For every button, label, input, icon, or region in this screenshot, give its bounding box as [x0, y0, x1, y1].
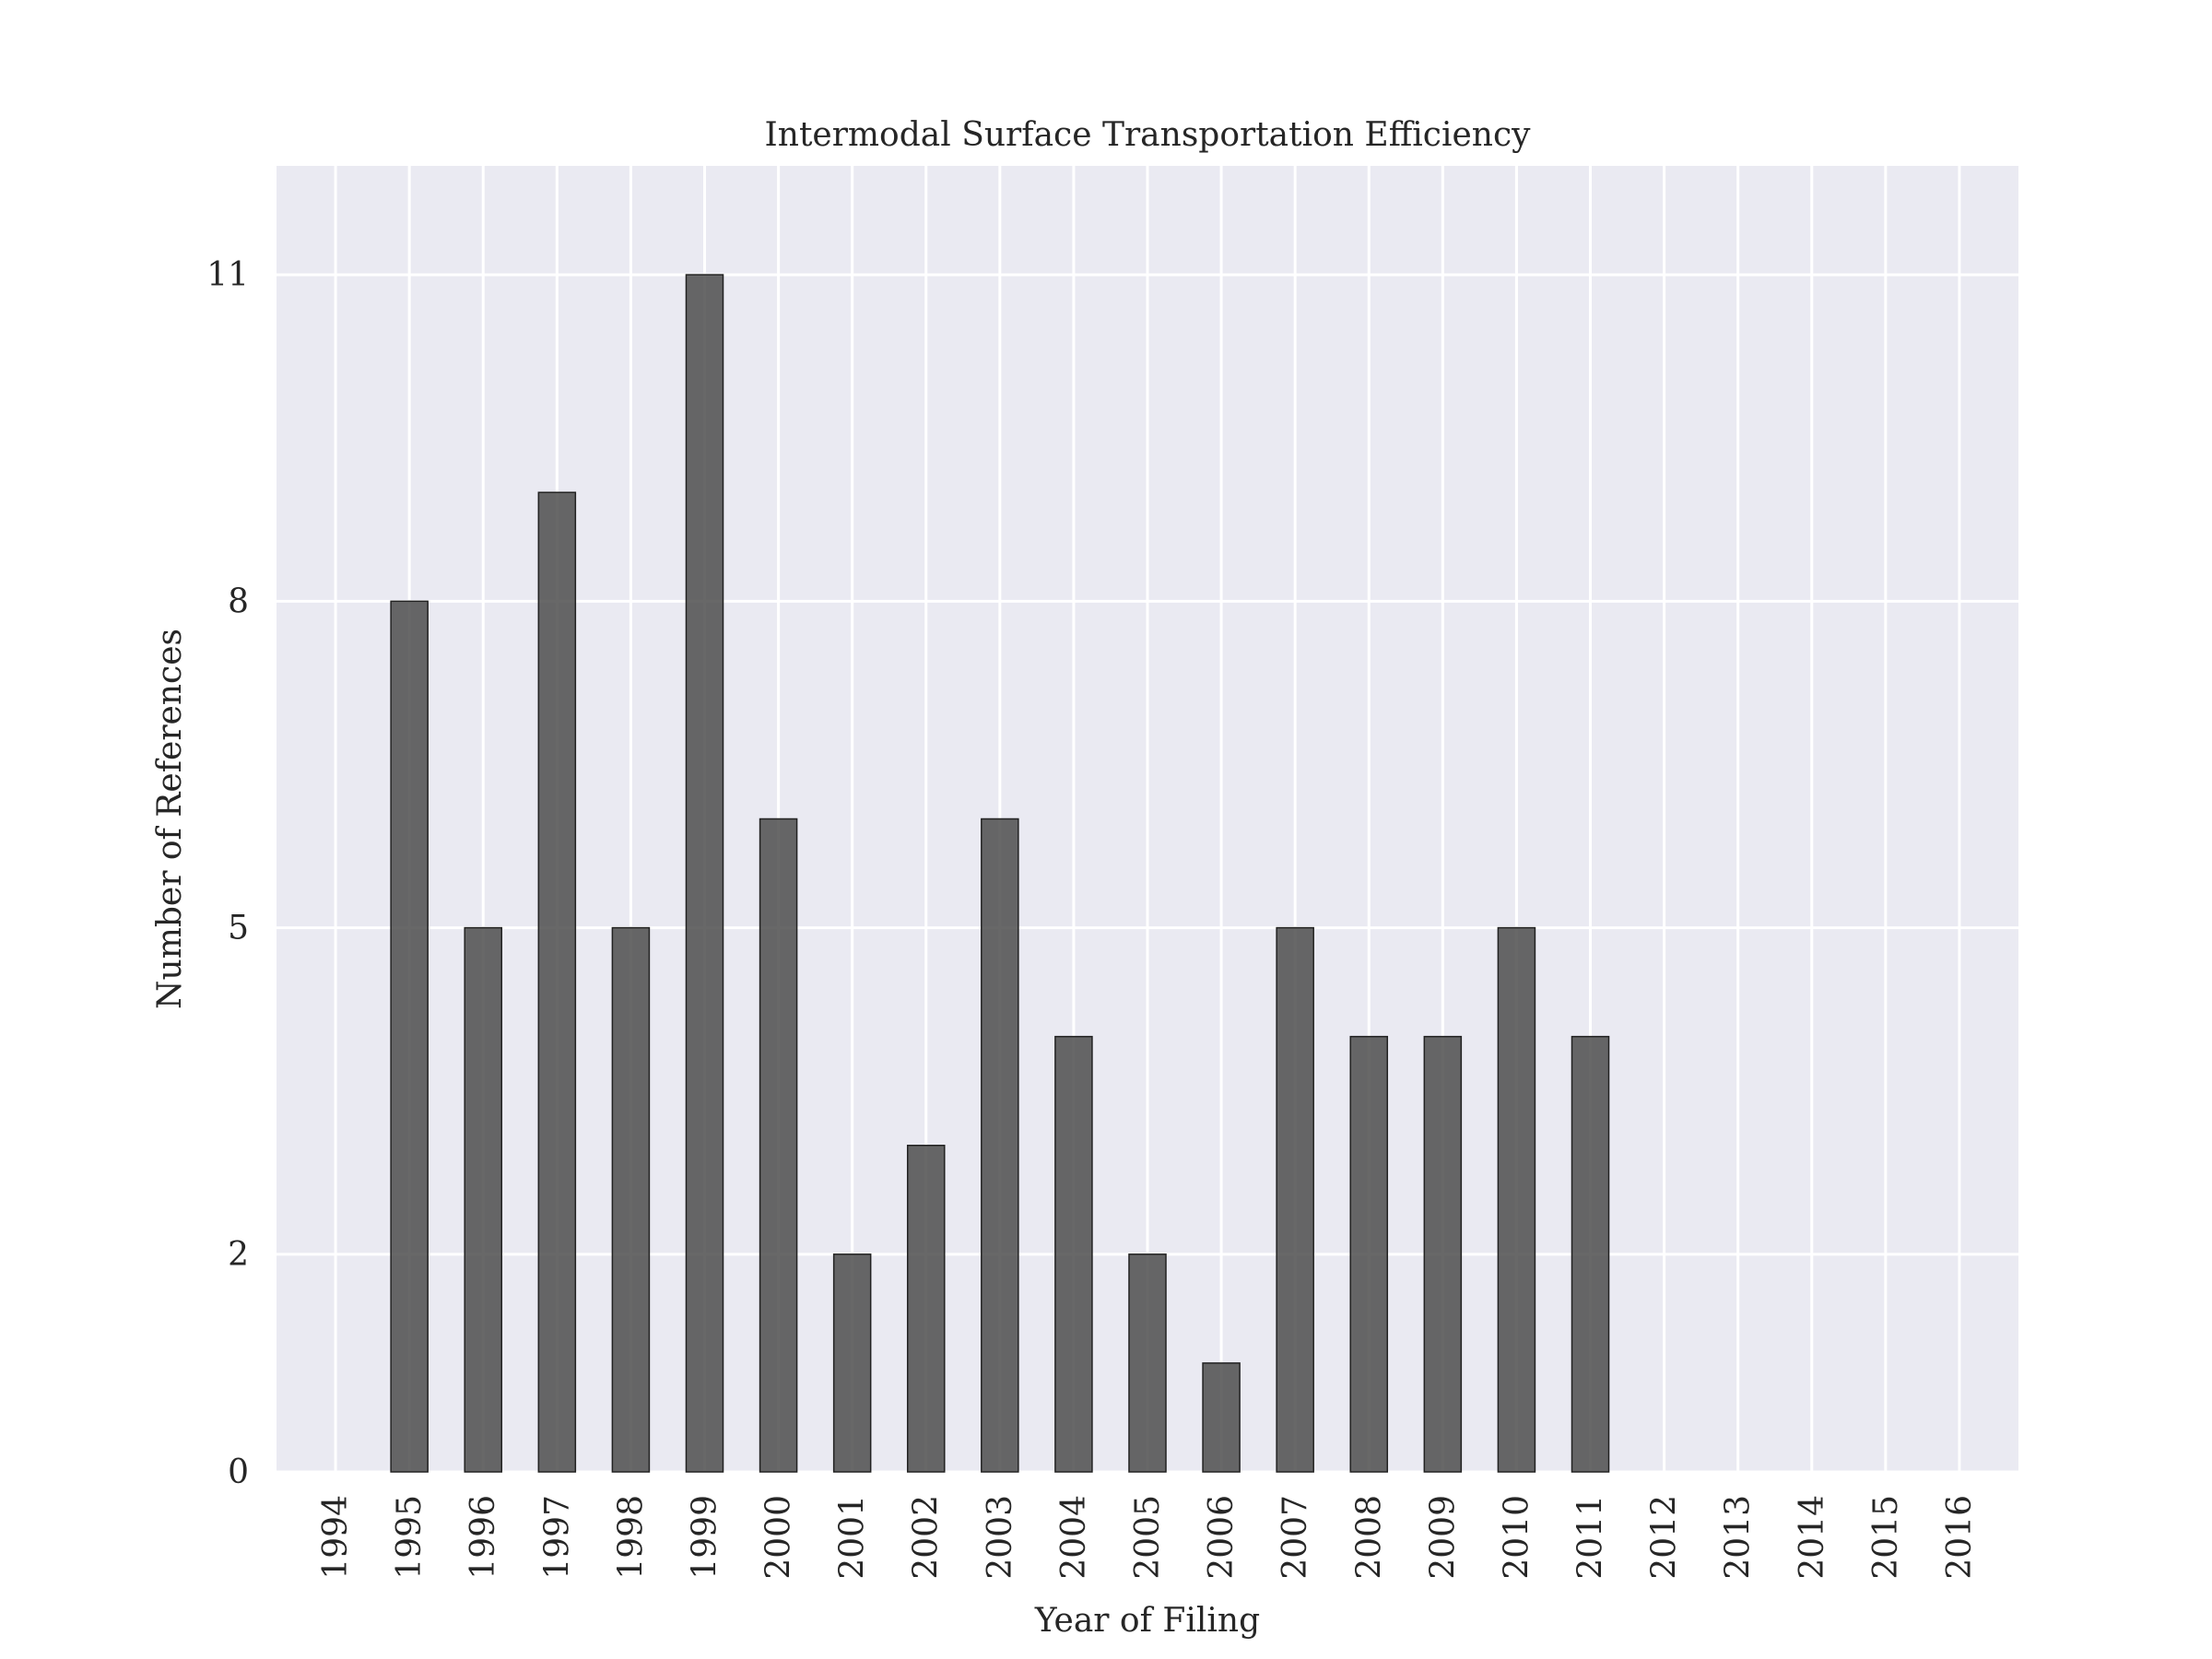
chart-title: Intermodal Surface Transportation Effici…: [765, 116, 1532, 154]
x-tick-label: 2008: [1350, 1495, 1388, 1580]
x-tick-label: 1995: [391, 1495, 429, 1580]
bar-1998: [611, 926, 651, 1473]
x-tick-label: 2016: [1941, 1495, 1979, 1580]
bar-2006: [1202, 1362, 1241, 1473]
y-tick-label: 2: [228, 1236, 249, 1274]
y-axis-label: Number of References: [151, 629, 189, 1009]
y-tick-label: 8: [228, 582, 249, 620]
bar-1997: [537, 491, 577, 1473]
bar-2009: [1423, 1035, 1463, 1473]
bar-2011: [1571, 1035, 1610, 1473]
x-tick-label: 2012: [1646, 1495, 1684, 1580]
x-axis-label: Year of Filing: [1034, 1602, 1260, 1640]
bar-2001: [832, 1253, 872, 1473]
x-tick-label: 1999: [686, 1495, 724, 1580]
x-tick-label: 2005: [1129, 1495, 1167, 1580]
x-tick-label: 2011: [1572, 1495, 1610, 1580]
bar-2007: [1276, 926, 1314, 1473]
bar-2004: [1054, 1035, 1093, 1473]
bar-1996: [464, 926, 503, 1473]
y-tick-label: 5: [228, 910, 249, 947]
x-tick-label: 2009: [1424, 1495, 1462, 1580]
bar-2003: [981, 818, 1019, 1473]
y-tick-label: 0: [228, 1453, 249, 1491]
bar-2002: [906, 1145, 946, 1473]
x-tick-label: 1996: [465, 1495, 502, 1580]
y-tick-label: 11: [206, 256, 249, 294]
y-tick-labels: 0 2 5 8 11: [206, 256, 249, 1491]
x-tick-label: 2007: [1277, 1495, 1314, 1580]
x-tick-label: 1998: [612, 1495, 650, 1580]
x-tick-label: 2002: [908, 1495, 946, 1580]
x-tick-label: 2013: [1720, 1495, 1758, 1580]
bar-1999: [685, 274, 724, 1473]
x-tick-label: 2004: [1055, 1495, 1093, 1580]
bar-2010: [1497, 926, 1536, 1473]
bars-group: [390, 274, 1610, 1473]
x-tick-label: 1994: [317, 1495, 355, 1580]
bar-1995: [390, 600, 429, 1473]
x-tick-label: 2001: [834, 1495, 872, 1580]
x-tick-label: 2000: [760, 1495, 798, 1580]
x-tick-label: 2015: [1867, 1495, 1905, 1580]
x-tick-label: 2003: [982, 1495, 1019, 1580]
x-tick-label: 1997: [538, 1495, 576, 1580]
x-tick-label: 2014: [1794, 1495, 1831, 1580]
x-tick-labels: 1994 1995 1996 1997 1998 1999 2000 2001 2002 2003…: [317, 1495, 1979, 1580]
bar-2008: [1349, 1035, 1389, 1473]
x-tick-label: 2006: [1203, 1495, 1241, 1580]
bar-2005: [1128, 1253, 1167, 1473]
bar-2000: [759, 818, 798, 1473]
x-tick-label: 2010: [1498, 1495, 1535, 1580]
